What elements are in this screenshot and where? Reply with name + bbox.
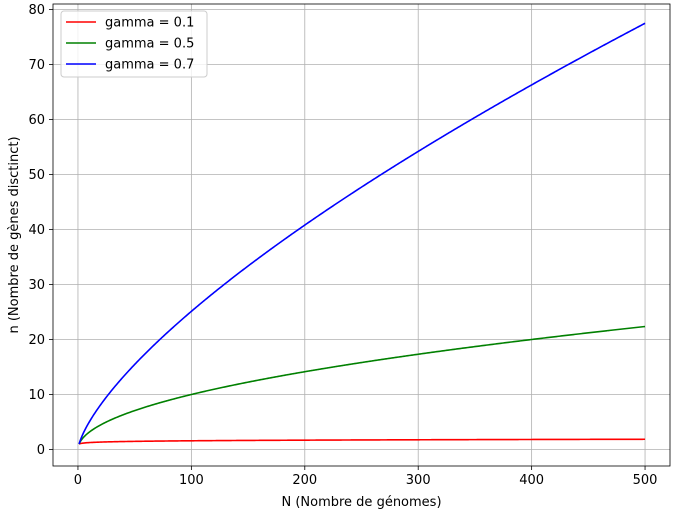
y-tick-label: 0 bbox=[37, 443, 45, 458]
legend-box bbox=[60, 10, 208, 78]
x-tick-label: 400 bbox=[519, 473, 544, 488]
x-axis-label: N (Nombre de génomes) bbox=[281, 495, 441, 510]
y-tick-label: 80 bbox=[28, 3, 45, 18]
legend-label: gamma = 0.7 bbox=[105, 58, 194, 73]
series-line-2 bbox=[78, 325, 646, 445]
series-line-1 bbox=[78, 438, 646, 445]
y-tick-label: 60 bbox=[28, 113, 45, 128]
series-line-3 bbox=[78, 22, 646, 445]
y-tick-label: 20 bbox=[28, 333, 45, 348]
y-axis-label: n (Nombre de gènes disctinct) bbox=[7, 136, 22, 333]
y-tick-label: 70 bbox=[28, 58, 45, 73]
x-tick-label: 200 bbox=[292, 473, 317, 488]
x-tick-label: 500 bbox=[633, 473, 658, 488]
y-tick-label: 10 bbox=[28, 388, 45, 403]
x-tick-label: 300 bbox=[406, 473, 431, 488]
x-tick-label: 100 bbox=[179, 473, 204, 488]
axis-ticks: 0 100 200 300 400 500 0 10 20 30 40 50 60 70 80 bbox=[28, 3, 657, 488]
y-tick-label: 50 bbox=[28, 168, 45, 183]
series-lines bbox=[78, 22, 646, 445]
y-tick-label: 30 bbox=[28, 278, 45, 293]
y-tick-label: 40 bbox=[28, 223, 45, 238]
legend-label: gamma = 0.1 bbox=[105, 16, 194, 31]
axes-frame bbox=[52, 3, 671, 467]
legend-label: gamma = 0.5 bbox=[105, 37, 194, 52]
legend: gamma = 0.1 gamma = 0.5 gamma = 0.7 bbox=[60, 10, 208, 78]
x-tick-label: 0 bbox=[74, 473, 82, 488]
